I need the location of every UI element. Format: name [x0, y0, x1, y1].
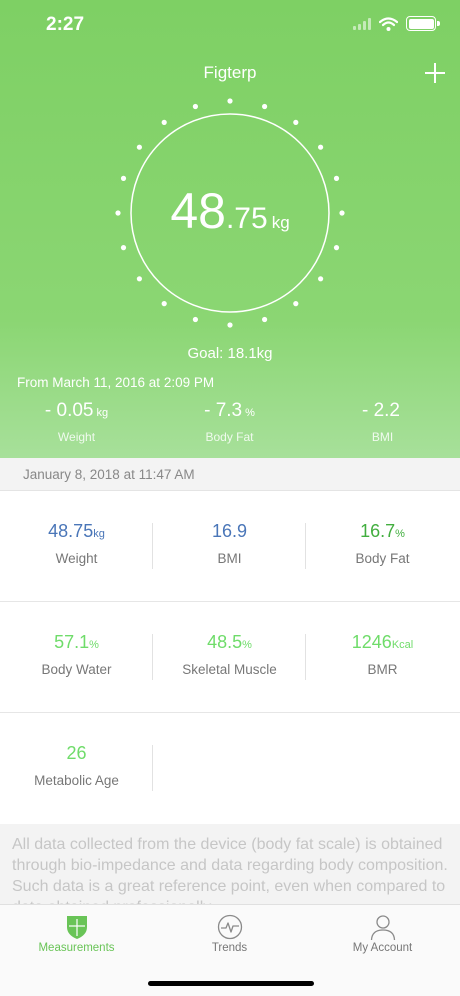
gauge-dot — [120, 175, 127, 181]
gauge-dot — [227, 322, 233, 328]
delta-body-fat: - 7.3% Body Fat — [153, 400, 306, 444]
metric-value: 57.1 — [54, 632, 90, 652]
add-button[interactable] — [422, 60, 448, 86]
delta-label: Weight — [57, 430, 96, 444]
metric-unit: % — [89, 639, 99, 651]
tab-label: Trends — [211, 942, 248, 954]
weight-integer: 48 — [170, 183, 226, 239]
gauge-dot — [192, 103, 198, 110]
gauge-dot — [136, 276, 142, 282]
tab-bar: Measurements Trends My Account — [0, 904, 460, 996]
weight-gauge — [115, 98, 345, 328]
gauge-dot — [227, 98, 233, 104]
metric-unit: kg — [93, 528, 105, 540]
measurement-date-bar: January 8, 2018 at 11:47 AM — [0, 458, 460, 491]
gauge-dot — [115, 210, 121, 216]
delta-label: BMI — [371, 430, 394, 444]
metric-unit: % — [242, 639, 252, 651]
delta-row: - 0.05 kg Weight - 7.3% Body Fat - 2.2 BM… — [0, 400, 460, 444]
tab-label: My Account — [352, 942, 413, 954]
metric-metabolic-age[interactable]: 26 Metabolic Age — [0, 713, 153, 824]
metric-value: 48.75 — [48, 521, 94, 541]
tab-label: Measurements — [38, 942, 115, 954]
heartbeat-icon — [217, 914, 242, 940]
delta-value: - 7.3 — [204, 400, 243, 421]
metric-value: 1246 — [351, 632, 392, 652]
gauge-dots — [115, 98, 345, 328]
current-weight: 48.75 kg — [0, 182, 460, 240]
person-icon — [370, 915, 395, 941]
metric-body-water[interactable]: 57.1% Body Water — [0, 602, 153, 712]
tab-trends[interactable]: Trends — [153, 905, 306, 996]
goal-text: Goal: 18.1kg — [187, 345, 273, 362]
gauge-dot — [333, 175, 340, 181]
metric-label: Weight — [55, 551, 98, 566]
delta-unit: kg — [96, 407, 109, 419]
metric-label: Body Water — [41, 662, 112, 677]
gauge-dot — [318, 144, 324, 150]
gauge-dot — [192, 316, 198, 323]
weight-decimal: .75 — [225, 202, 268, 235]
metric-label: Metabolic Age — [34, 773, 119, 788]
disclaimer-text: All data collected from the device (body… — [0, 824, 460, 906]
metric-value: 26 — [66, 743, 87, 763]
tab-measurements[interactable]: Measurements — [0, 905, 153, 996]
delta-value: - 2.2 — [361, 400, 401, 421]
gauge-dot — [293, 119, 299, 125]
comparison-date: From March 11, 2016 at 2:09 PM — [17, 375, 215, 390]
delta-label: Body Fat — [205, 430, 254, 444]
metric-unit: Kcal — [391, 639, 414, 651]
delta-bmi: - 2.2 BMI — [306, 400, 459, 444]
tab-my-account[interactable]: My Account — [306, 905, 459, 996]
gauge-dot — [262, 316, 268, 323]
metric-value: 16.7 — [360, 521, 396, 541]
page-title: Figterp — [203, 63, 257, 82]
status-bar: 2:27 — [0, 0, 460, 50]
metric-value: 16.9 — [211, 521, 248, 541]
metrics-row-3: 26 Metabolic Age — [0, 713, 460, 824]
metrics-row-2: 57.1% Body Water 48.5% Skeletal Muscle 1… — [0, 602, 460, 713]
gauge-dot — [333, 245, 340, 251]
metric-bmr[interactable]: 1246Kcal BMR — [306, 602, 459, 712]
gauge-dot — [136, 144, 142, 150]
cellular-signal-icon — [353, 17, 371, 30]
delta-unit: % — [245, 407, 255, 419]
gauge-dot — [339, 210, 345, 216]
metric-skeletal-muscle[interactable]: 48.5% Skeletal Muscle — [153, 602, 306, 712]
gauge-dot — [262, 103, 268, 110]
metric-label: BMI — [217, 551, 242, 566]
metric-label: Skeletal Muscle — [182, 662, 277, 677]
metric-label: Body Fat — [355, 551, 410, 566]
gauge-dot — [161, 119, 167, 125]
metric-value: 48.5 — [207, 632, 243, 652]
metric-bmi[interactable]: 16.9 BMI — [153, 491, 306, 601]
battery-icon — [406, 16, 440, 31]
metric-body-fat[interactable]: 16.7% Body Fat — [306, 491, 459, 601]
gauge-dot — [318, 276, 324, 282]
status-icons — [353, 16, 440, 31]
metric-unit: % — [395, 528, 405, 540]
gauge-ring — [130, 113, 330, 313]
gauge-dot — [293, 301, 299, 307]
metrics-row-1: 48.75kg Weight 16.9 BMI 16.7% Body Fat — [0, 491, 460, 602]
status-time: 2:27 — [46, 14, 85, 35]
weight-unit: kg — [271, 213, 290, 232]
delta-value: - 0.05 — [44, 400, 94, 421]
gauge-dot — [120, 245, 127, 251]
metric-weight[interactable]: 48.75kg Weight — [0, 491, 153, 601]
measurement-date: January 8, 2018 at 11:47 AM — [23, 467, 195, 482]
wifi-icon — [379, 16, 398, 31]
home-indicator[interactable] — [148, 981, 314, 986]
gauge-dot — [161, 301, 167, 307]
hero-panel: 2:27 Figterp 48.75 kg Goal: 18.1kg Fro — [0, 0, 460, 458]
shield-icon — [66, 916, 87, 939]
metric-label: BMR — [367, 662, 398, 677]
delta-weight: - 0.05 kg Weight — [0, 400, 153, 444]
